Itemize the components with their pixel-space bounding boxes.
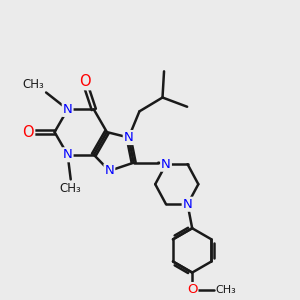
Text: N: N <box>63 148 73 161</box>
Text: N: N <box>124 131 134 144</box>
Text: O: O <box>187 283 197 296</box>
Text: N: N <box>161 158 171 171</box>
Text: N: N <box>104 164 114 177</box>
Text: N: N <box>63 103 73 116</box>
Text: CH₃: CH₃ <box>215 284 236 295</box>
Text: N: N <box>183 198 192 211</box>
Text: CH₃: CH₃ <box>22 78 44 91</box>
Text: O: O <box>79 74 90 89</box>
Text: CH₃: CH₃ <box>60 182 82 196</box>
Text: O: O <box>22 124 34 140</box>
